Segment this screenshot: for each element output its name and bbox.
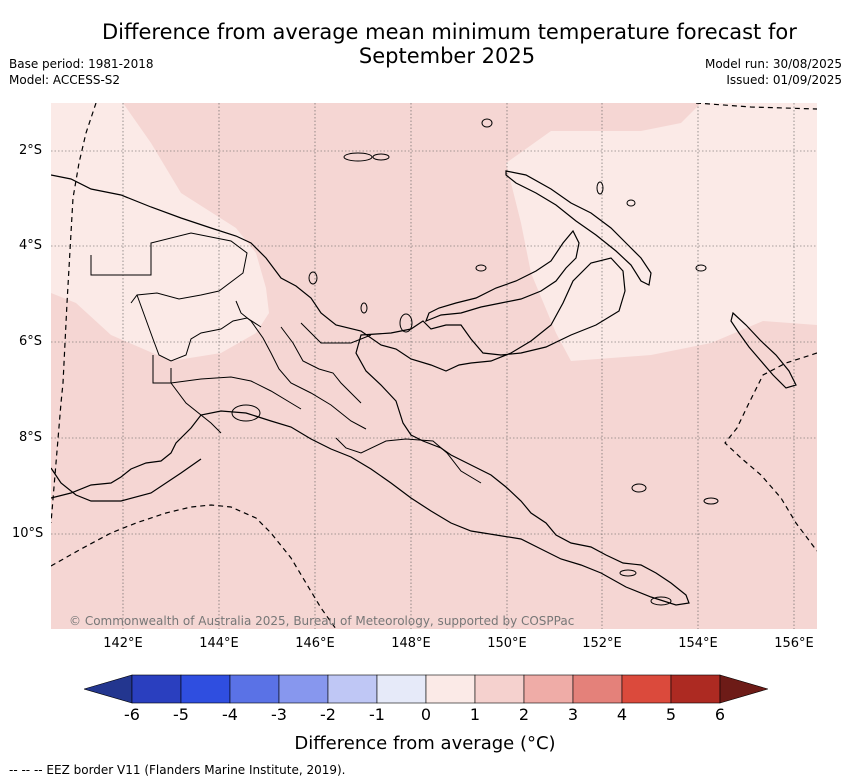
lat-label: 8°S [19,430,43,445]
lon-label: 148°E [391,636,431,651]
colorbar-bin [621,674,672,704]
anomaly-fill-0-1-west [51,103,269,361]
meta-right: Model run: 30/08/2025 Issued: 01/09/2025 [705,56,842,88]
colorbar-tick-label: -5 [173,705,189,724]
colorbar-tick-label: 2 [518,705,530,724]
lon-label: 144°E [199,636,239,651]
colorbar-bin [278,674,329,704]
lon-label: 146°E [295,636,335,651]
colorbar-extend-low [84,674,133,704]
lat-label: 6°S [19,334,43,349]
eez-legend: -- -- -- EEZ border V11 (Flanders Marine… [9,763,346,777]
bougainville [730,311,797,389]
colorbar-tick-label: -2 [320,705,336,724]
colorbar [84,674,768,704]
colorbar-bin [523,674,574,704]
colorbar-segments [84,674,768,704]
colorbar-tick-label: -6 [124,705,140,724]
colorbar-bin [572,674,623,704]
new-guinea-mainland [51,174,690,606]
colorbar-tick-label: 0 [420,705,432,724]
colorbar-tick-label: -3 [271,705,287,724]
new-ireland [505,170,652,286]
colorbar-bin [474,674,525,704]
colorbar-tick-label: 6 [714,705,726,724]
colorbar-bin [180,674,231,704]
lat-label: 2°S [19,143,43,158]
lon-label: 150°E [487,636,527,651]
colorbar-tick-label: 4 [616,705,628,724]
small-islands [231,118,719,606]
colorbar-bin [131,674,182,704]
colorbar-tick-label: 5 [665,705,677,724]
colorbar-tick-label: 3 [567,705,579,724]
colorbar-tick-label: -4 [222,705,238,724]
colorbar-bin [327,674,378,704]
copyright-notice: © Commonwealth of Australia 2025, Bureau… [69,614,575,628]
map-panel [51,103,817,629]
meta-left: Base period: 1981-2018 Model: ACCESS-S2 [9,56,154,88]
model-run: Model run: 30/08/2025 [704,57,842,71]
colorbar-tick-label: -1 [369,705,385,724]
colorbar-bin [376,674,427,704]
province-boundaries [90,232,482,484]
lat-label: 10°S [12,526,44,541]
lat-label: 4°S [19,238,43,253]
colorbar-bin [670,674,721,704]
eez-borders [51,103,817,629]
southwest-coast [51,458,202,502]
title-line-2: September 2025 [358,44,536,68]
colorbar-tick-label: 1 [469,705,481,724]
lon-label: 156°E [774,636,814,651]
graticule [51,103,817,629]
base-period: Base period: 1981-2018 [9,57,154,71]
colorbar-title: Difference from average (°C) [294,733,556,754]
title-line-1: Difference from average mean minimum tem… [102,20,797,44]
colorbar-bin [425,674,476,704]
lon-label: 154°E [678,636,718,651]
anomaly-fill-0-1-east [506,103,817,361]
lon-label: 142°E [103,636,143,651]
new-britain [424,229,580,323]
lon-label: 152°E [582,636,622,651]
issued-date: Issued: 01/09/2025 [726,73,842,87]
colorbar-extend-high [719,674,768,704]
colorbar-bin [229,674,280,704]
model-name: Model: ACCESS-S2 [9,73,121,87]
